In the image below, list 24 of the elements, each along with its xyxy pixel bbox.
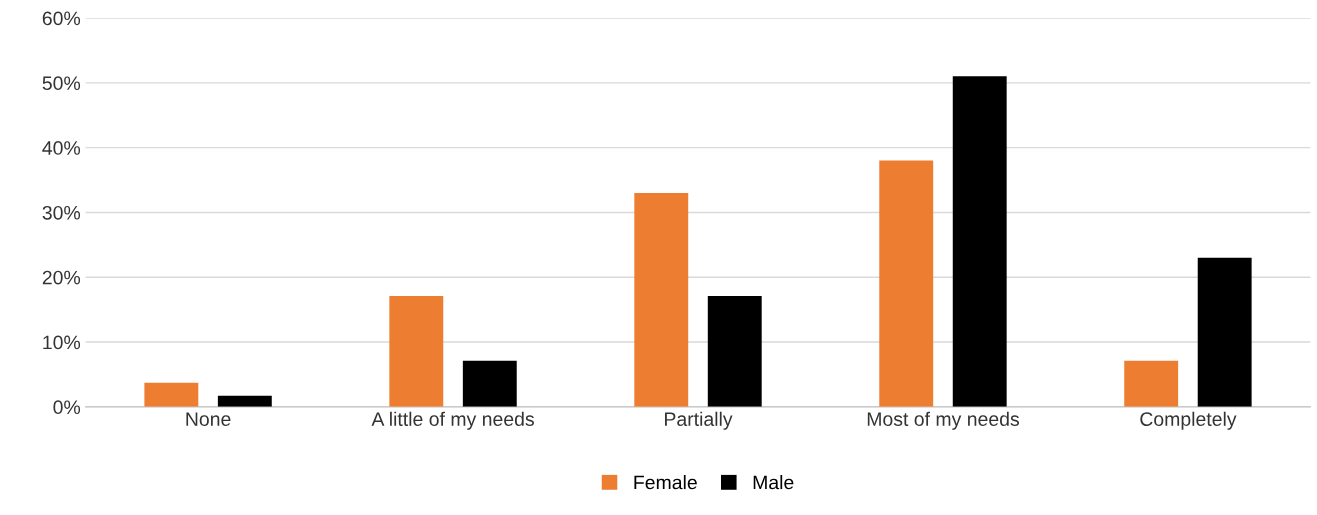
- y-tick-label: 50%: [42, 76, 81, 91]
- bar: [1124, 360, 1179, 407]
- x-tick-label: Most of my needs: [867, 411, 1019, 430]
- bar: [389, 296, 444, 407]
- bar: [1197, 257, 1252, 407]
- legend-label: Female: [634, 475, 697, 490]
- y-tick-label: 40%: [42, 141, 81, 155]
- bar: [879, 160, 934, 407]
- bar: [462, 360, 517, 407]
- x-tick-label: Partially: [665, 411, 733, 430]
- y-tick-label: 0%: [53, 400, 81, 415]
- x-tick-label: Completely: [1140, 411, 1237, 430]
- y-tick-label: 30%: [42, 205, 81, 220]
- y-tick-label: 60%: [42, 11, 81, 26]
- bar: [952, 76, 1007, 407]
- legend-label: Male: [753, 475, 794, 490]
- bar: [144, 382, 199, 407]
- bar: [634, 193, 689, 407]
- x-tick-label: None: [186, 412, 231, 426]
- bar: [707, 296, 762, 407]
- y-tick-label: 10%: [43, 335, 81, 350]
- y-tick-label: 20%: [42, 270, 81, 285]
- bar: [217, 395, 272, 407]
- x-tick-label: A little of my needs: [371, 411, 534, 430]
